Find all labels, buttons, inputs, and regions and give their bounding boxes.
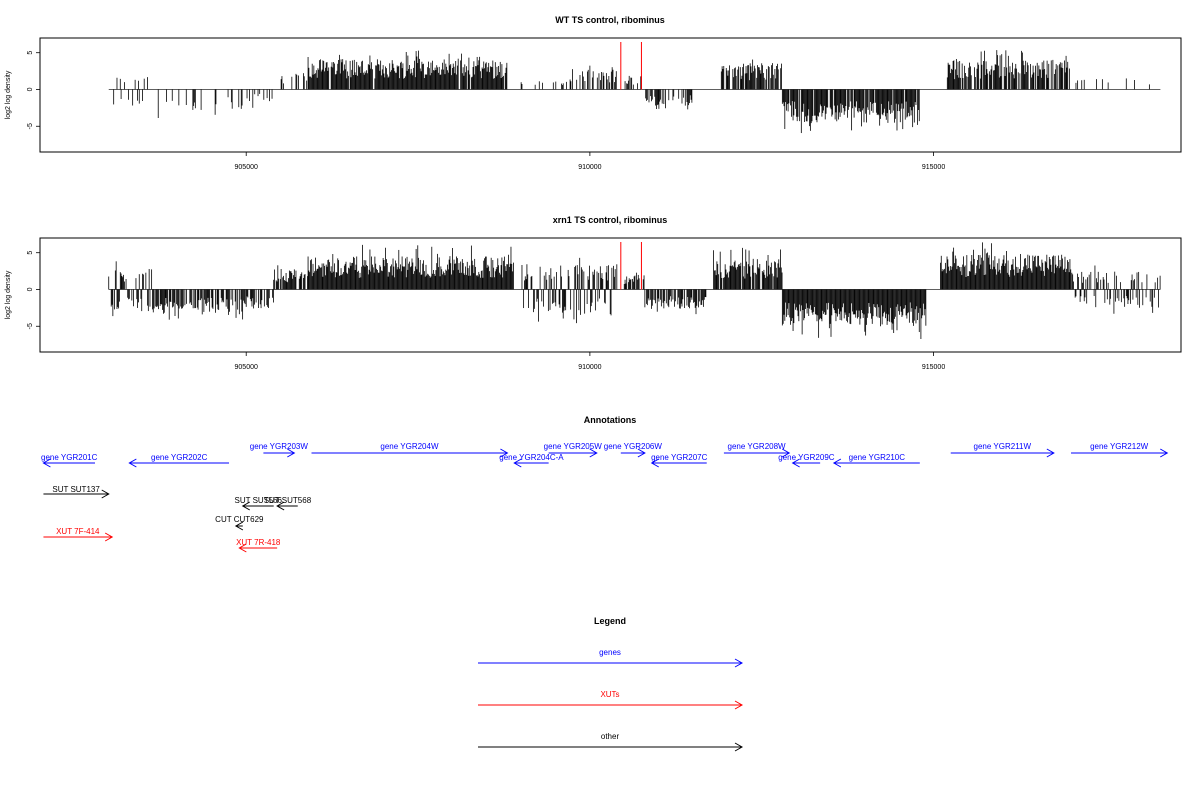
- legend-entry-gene: genes: [478, 648, 744, 668]
- feature-label: gene YGR206W: [604, 442, 663, 451]
- feature-arrowhead: [128, 458, 137, 468]
- feature-label: gene YGR210C: [849, 453, 906, 462]
- feature-arrowhead: [1046, 448, 1055, 458]
- feature-arrowhead: [500, 448, 509, 458]
- feature-label: gene YGR211W: [974, 442, 1032, 451]
- feature-label: gene YGR205W: [544, 442, 603, 451]
- feature-label: gene YGR204W: [380, 442, 439, 451]
- feature-label: XUT 7F-414: [56, 527, 100, 536]
- xrn1-y-axis-label: log2 log density: [5, 270, 12, 319]
- feature-arrowhead: [234, 521, 244, 531]
- annotation-features: gene YGR201C gene YGR202C gene YGR203W gene…: [41, 442, 1169, 553]
- feature-arrowhead: [650, 458, 659, 468]
- feature-arrowhead: [287, 448, 296, 458]
- annotation-feature: gene YGR204C-A: [499, 453, 564, 468]
- feature-arrowhead: [589, 448, 598, 458]
- legend-arrowhead: [734, 700, 744, 710]
- annotation-feature: gene YGR209C: [778, 453, 835, 468]
- legend-title: Legend: [594, 616, 626, 626]
- legend-entry-xut: XUTs: [478, 690, 744, 710]
- xrn1-y-tick-label: 0: [27, 287, 34, 291]
- feature-label: gene YGR212W: [1090, 442, 1149, 451]
- xrn1-x-tick-label: 905000: [235, 364, 258, 371]
- xrn1-axis-ticks: -5 0 5 905000 910000 915000: [27, 251, 945, 371]
- xrn1-y-tick-label: -5: [27, 323, 34, 329]
- feature-arrowhead: [832, 458, 842, 468]
- annotation-feature: SUT SUT137: [43, 485, 110, 499]
- legend-entry-other: other: [478, 732, 744, 752]
- feature-arrowhead: [791, 458, 800, 468]
- legend-arrowhead: [734, 742, 744, 752]
- feature-arrowhead: [238, 543, 247, 553]
- feature-label: SUT SUT137: [52, 485, 100, 494]
- annotation-feature: gene YGR212W: [1071, 442, 1169, 458]
- wt-x-tick-label: 905000: [235, 164, 258, 171]
- legend-arrowhead: [734, 658, 744, 668]
- feature-label: gene YGR207C: [651, 453, 708, 462]
- feature-label: gene YGR209C: [778, 453, 835, 462]
- wt-y-tick-label: 5: [27, 51, 34, 55]
- feature-arrowhead: [781, 448, 791, 458]
- feature-label: CUT CUT629: [215, 515, 264, 524]
- xrn1-panel: xrn1 TS control, ribominus log2 log dens…: [5, 215, 1182, 371]
- feature-label: gene YGR202C: [151, 453, 208, 462]
- annotation-feature: CUT CUT629: [215, 515, 264, 531]
- xrn1-density-bars: [108, 242, 1161, 339]
- wt-axis-ticks: -5 0 5 905000 910000 915000: [27, 51, 945, 171]
- wt-plot-frame: [39, 37, 1182, 153]
- annotations-title: Annotations: [584, 415, 637, 425]
- xrn1-x-tick-label: 910000: [578, 364, 601, 371]
- annotation-feature: gene YGR201C: [41, 453, 98, 468]
- wt-x-tick-label: 910000: [578, 164, 601, 171]
- wt-panel: WT TS control, ribominus log2 log densit…: [5, 15, 1182, 171]
- feature-arrowhead: [241, 501, 251, 511]
- feature-arrowhead: [276, 501, 285, 511]
- annotation-feature: gene YGR202C: [128, 453, 230, 468]
- feature-arrowhead: [637, 448, 646, 458]
- feature-label: gene YGR201C: [41, 453, 98, 462]
- legend-entries: genes XUTs other: [478, 648, 744, 752]
- feature-label: gene YGR208W: [728, 442, 787, 451]
- feature-label: gene YGR204C-A: [499, 453, 564, 462]
- feature-arrowhead: [1160, 448, 1169, 458]
- legend-label: genes: [599, 648, 621, 657]
- annotations-panel: Annotations gene YGR201C gene YGR202Cgene…: [41, 415, 1169, 553]
- feature-arrowhead: [101, 489, 110, 499]
- wt-red-markers: [620, 42, 642, 90]
- wt-y-tick-label: -5: [27, 123, 34, 129]
- wt-y-axis-label: log2 log density: [5, 70, 12, 119]
- feature-label: SUT SUT568: [264, 496, 312, 505]
- xrn1-y-tick-label: 5: [27, 251, 34, 255]
- wt-y-tick-label: 0: [27, 87, 34, 91]
- feature-label: SUT SUT566: [235, 496, 283, 505]
- annotation-feature: XUT 7R-418: [236, 538, 281, 553]
- wt-panel-title: WT TS control, ribominus: [555, 15, 665, 25]
- annotation-feature: gene YGR206W: [604, 442, 663, 458]
- annotation-feature: gene YGR204W: [311, 442, 509, 458]
- annotation-feature: SUT SUT568: [264, 496, 312, 511]
- legend-panel: Legend genes XUTs other: [478, 616, 744, 752]
- annotation-feature: gene YGR208W: [723, 442, 791, 458]
- feature-arrowhead: [513, 458, 522, 468]
- annotation-feature: SUT SUT566: [235, 496, 283, 511]
- xrn1-plot-frame: [39, 237, 1182, 353]
- legend-label: XUTs: [600, 690, 619, 699]
- wt-x-tick-label: 915000: [922, 164, 945, 171]
- annotation-feature: gene YGR205W: [544, 442, 603, 458]
- feature-arrowhead: [104, 532, 114, 542]
- xrn1-x-tick-label: 915000: [922, 364, 945, 371]
- annotation-feature: gene YGR203W: [250, 442, 309, 458]
- wt-density-bars: [113, 50, 1150, 134]
- legend-label: other: [601, 732, 620, 741]
- feature-label: XUT 7R-418: [236, 538, 281, 547]
- annotation-feature: gene YGR211W: [950, 442, 1055, 458]
- annotation-feature: gene YGR210C: [832, 453, 920, 468]
- annotation-feature: gene YGR207C: [650, 453, 708, 468]
- xrn1-red-markers: [620, 242, 642, 290]
- feature-label: gene YGR203W: [250, 442, 309, 451]
- xrn1-panel-title: xrn1 TS control, ribominus: [553, 215, 668, 225]
- annotation-feature: XUT 7F-414: [43, 527, 114, 542]
- feature-arrowhead: [42, 458, 51, 468]
